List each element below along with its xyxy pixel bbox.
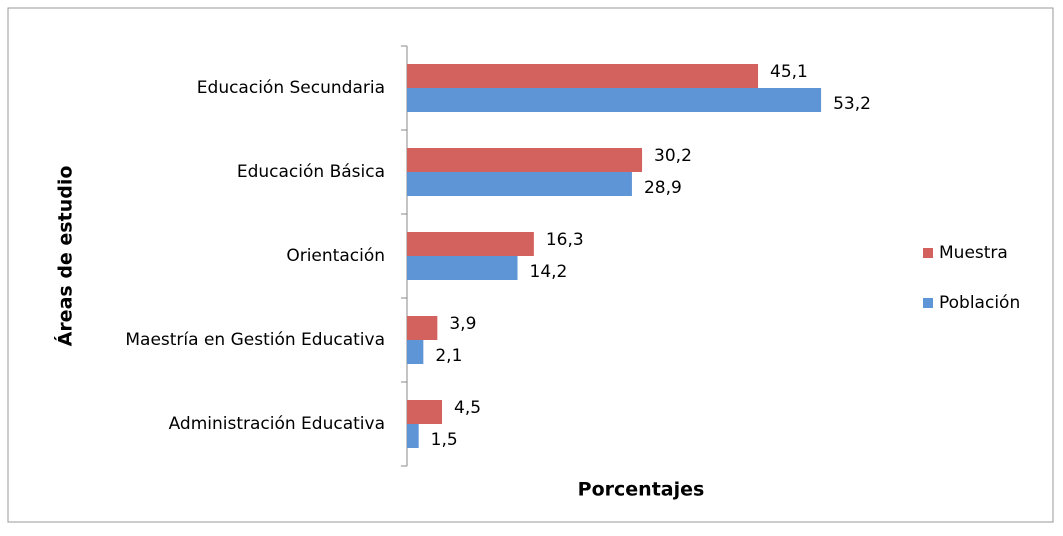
bar xyxy=(407,64,759,88)
y-tick-label: Administración Educativa xyxy=(169,414,385,434)
bar xyxy=(407,400,443,424)
value-label: 3,9 xyxy=(449,314,476,334)
x-axis-title: Porcentajes xyxy=(578,479,705,501)
y-tick-label: Educación Secundaria xyxy=(197,78,385,98)
bar xyxy=(407,340,424,364)
legend-label: Muestra xyxy=(939,243,1008,263)
value-label: 1,5 xyxy=(431,430,458,450)
value-label: 28,9 xyxy=(644,178,682,198)
legend-label: Población xyxy=(939,293,1020,313)
value-label: 2,1 xyxy=(435,346,462,366)
legend-swatch xyxy=(923,298,933,308)
value-label: 4,5 xyxy=(454,398,481,418)
bar xyxy=(407,88,822,112)
legend-swatch xyxy=(923,248,933,258)
value-label: 14,2 xyxy=(530,262,568,282)
bar xyxy=(407,316,438,340)
bar xyxy=(407,256,518,280)
value-label: 53,2 xyxy=(833,94,871,114)
value-label: 45,1 xyxy=(770,62,808,82)
value-label: 30,2 xyxy=(654,146,692,166)
y-axis-title: Áreas de estudio xyxy=(54,166,77,347)
y-tick-label: Maestría en Gestión Educativa xyxy=(125,330,385,350)
y-tick-label: Orientación xyxy=(286,246,385,266)
bar xyxy=(407,148,643,172)
bar xyxy=(407,172,632,196)
bar xyxy=(407,424,419,448)
value-label: 16,3 xyxy=(546,230,584,250)
y-tick-label: Educación Básica xyxy=(237,162,385,182)
bar xyxy=(407,232,534,256)
